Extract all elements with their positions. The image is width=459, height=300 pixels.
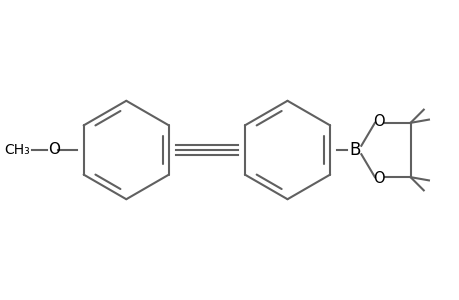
Text: B: B (349, 141, 360, 159)
Text: CH₃: CH₃ (5, 142, 30, 157)
Text: O: O (373, 114, 384, 129)
Text: O: O (373, 171, 384, 186)
Text: O: O (48, 142, 60, 158)
